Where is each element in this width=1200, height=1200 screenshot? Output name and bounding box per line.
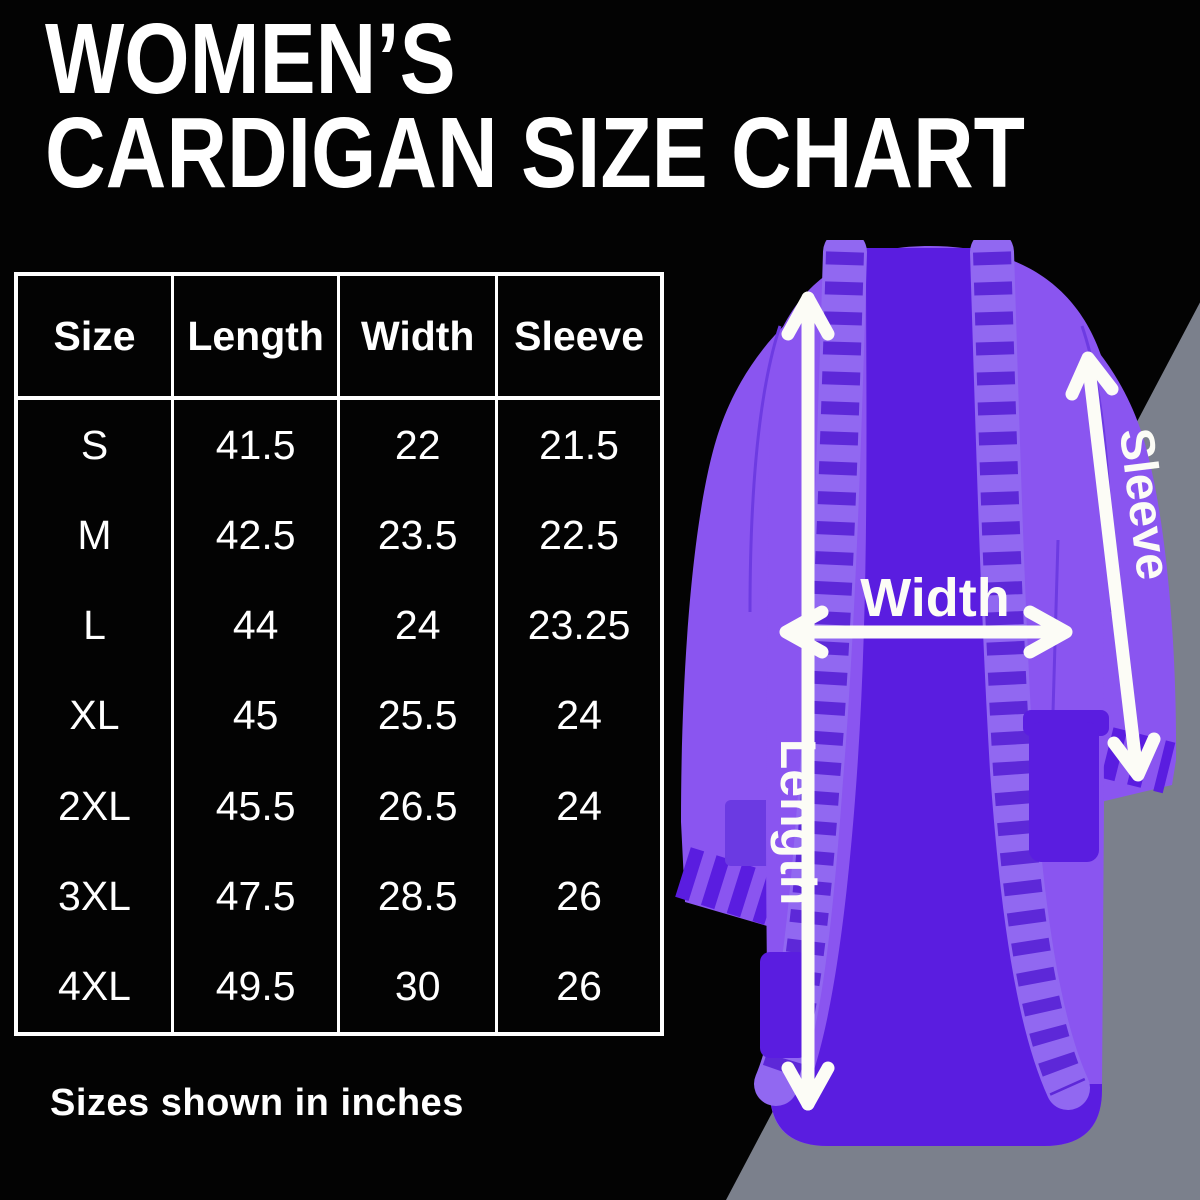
table-cell: 21.5	[539, 421, 619, 468]
table-cell: 45.5	[174, 761, 341, 852]
table-cell: 45	[174, 670, 341, 762]
length-arrow	[781, 291, 835, 1111]
table-cell: 41.5	[174, 400, 341, 491]
right-trim-ribs	[973, 251, 1086, 1096]
table-cell: XL	[18, 670, 174, 762]
table-cell: 28.5	[340, 851, 499, 942]
sleeve-arrow	[1065, 351, 1161, 782]
table-cell: 23.25	[527, 602, 631, 649]
size-table: Size Length Width Sleeve S 41.5 22 21.5 …	[14, 272, 664, 1036]
left-shoulder-seam	[748, 325, 782, 613]
table-cell: 24	[556, 782, 602, 829]
table-cell: 26.5	[340, 761, 499, 852]
width-label: Width	[860, 568, 1009, 628]
column-header-size: Size	[18, 276, 174, 400]
table-cell: 26	[556, 873, 602, 920]
table-cell: 22	[340, 400, 499, 491]
bottom-hem	[770, 1084, 1102, 1146]
column-header-length: Length	[174, 276, 341, 400]
table-cell: 25.5	[340, 670, 499, 762]
table-cell: 42.5	[174, 490, 341, 581]
page-title-line1: WOMEN’S	[45, 3, 456, 115]
page-title: WOMEN’S CARDIGAN SIZE CHART	[45, 3, 1025, 209]
units-note: Sizes shown in inches	[50, 1082, 464, 1124]
table-cell: 26	[556, 963, 602, 1010]
right-pocket	[1029, 722, 1099, 862]
table-cell: 2XL	[18, 761, 174, 852]
table-cell: S	[18, 400, 174, 491]
table-cell: 44	[174, 580, 341, 671]
table-cell: 22.5	[539, 511, 619, 558]
table-cell: 3XL	[18, 851, 174, 942]
cardigan-illustration: Width Length Sleeve	[675, 240, 1180, 1146]
column-header-width: Width	[340, 276, 499, 400]
table-cell: 24	[556, 692, 602, 739]
table-cell: 47.5	[174, 851, 341, 942]
left-pocket	[760, 952, 808, 1058]
table-cell: 23.5	[340, 490, 499, 581]
page-title-line2: CARDIGAN SIZE CHART	[45, 97, 1025, 209]
table-cell: 30	[340, 941, 499, 1032]
table-cell: L	[18, 580, 174, 671]
table-cell: 4XL	[18, 941, 174, 1032]
table-cell: 49.5	[174, 941, 341, 1032]
table-cell: M	[18, 490, 174, 581]
length-label: Length	[770, 739, 826, 906]
column-header-sleeve: Sleeve	[498, 276, 660, 400]
table-cell: 24	[340, 580, 499, 671]
width-arrow	[779, 605, 1073, 659]
